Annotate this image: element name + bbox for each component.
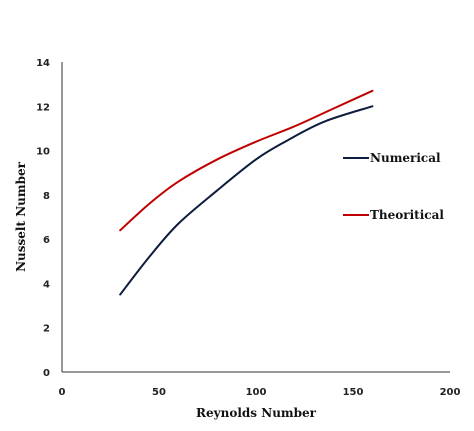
legend-label-numerical: Numerical	[370, 151, 441, 165]
y-tick-label: 14	[36, 58, 50, 69]
y-tick-label: 6	[43, 235, 50, 246]
y-tick-label: 4	[43, 279, 50, 290]
y-tick-label: 10	[36, 147, 50, 158]
x-tick-label: 100	[246, 387, 267, 398]
x-tick-label: 50	[152, 387, 166, 398]
y-tick-label: 12	[36, 102, 50, 113]
y-tick-label: 0	[43, 368, 50, 379]
legend: Numerical Theoritical	[343, 151, 444, 222]
y-tick-label: 2	[43, 324, 50, 335]
x-tick-labels: 0 50 100 150 200	[59, 387, 461, 398]
series-line-theoritical	[119, 89, 374, 232]
y-tick-label: 8	[43, 191, 50, 202]
x-tick-label: 0	[59, 387, 66, 398]
x-tick-label: 150	[343, 387, 364, 398]
y-axis-title: Nusselt Number	[14, 161, 28, 272]
x-axis-title: Reynolds Number	[196, 406, 317, 420]
series-line-numerical	[119, 105, 374, 296]
axes	[61, 62, 450, 373]
x-tick-label: 200	[440, 387, 461, 398]
series-lines	[119, 89, 374, 296]
y-tick-labels: 0 2 4 6 8 10 12 14	[36, 58, 50, 379]
legend-label-theoritical: Theoritical	[370, 208, 444, 222]
